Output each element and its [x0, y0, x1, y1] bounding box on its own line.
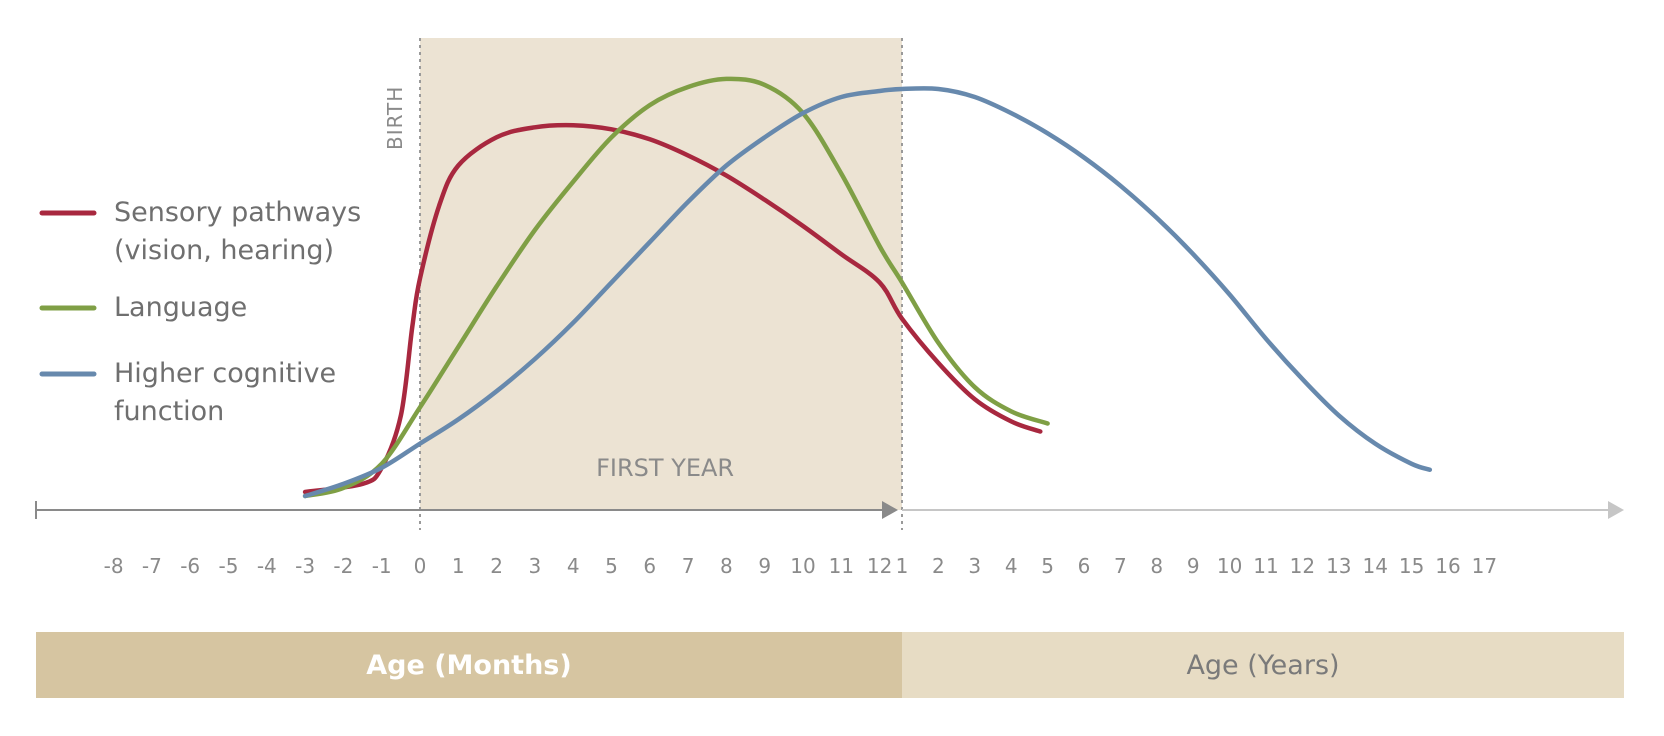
month-tick-label: 7: [682, 554, 695, 578]
legend-label-sensory: (vision, hearing): [114, 235, 334, 266]
years-arrow-icon: [1608, 501, 1624, 519]
year-tick-label: 6: [1078, 554, 1091, 578]
year-tick-label: 10: [1217, 554, 1242, 578]
month-tick-label: 4: [567, 554, 580, 578]
year-tick-label: 2: [932, 554, 945, 578]
month-tick-label: -4: [257, 554, 277, 578]
year-tick-label: 1: [896, 554, 909, 578]
year-tick-label: 15: [1399, 554, 1424, 578]
month-tick-label: 3: [529, 554, 542, 578]
month-tick-label: 2: [490, 554, 503, 578]
month-tick-label: 8: [720, 554, 733, 578]
year-tick-label: 8: [1150, 554, 1163, 578]
first-year-shading: [420, 38, 902, 510]
year-tick-label: 4: [1005, 554, 1018, 578]
series-line-sensory: [302, 122, 1043, 495]
month-tick-label: 9: [758, 554, 771, 578]
month-tick-label: 6: [643, 554, 656, 578]
month-tick-label: 5: [605, 554, 618, 578]
series-lines: [302, 76, 1433, 499]
month-tick-label: 11: [829, 554, 854, 578]
year-tick-label: 9: [1187, 554, 1200, 578]
year-tick-label: 13: [1326, 554, 1351, 578]
year-tick-label: 17: [1472, 554, 1497, 578]
series-line-cognitive: [302, 86, 1433, 499]
month-tick-label: 10: [790, 554, 815, 578]
year-tick-label: 7: [1114, 554, 1127, 578]
legend: Sensory pathways (vision, hearing) Languag…: [39, 197, 361, 427]
month-tick-label: -8: [104, 554, 124, 578]
years-band: [902, 632, 1624, 698]
month-tick-label: -5: [219, 554, 239, 578]
month-tick-label: 12: [867, 554, 892, 578]
years-band-label: Age (Years): [1186, 650, 1339, 681]
month-tick-label: -3: [295, 554, 315, 578]
year-tick-label: 16: [1435, 554, 1460, 578]
month-tick-label: -1: [372, 554, 392, 578]
tick-labels: -8 -7 -6 -5 -4 -3 -2 -1 0 1 2 3 4 5 6 7 8 9 10 11 12 1 2 3 4 5 6 7 8…: [104, 554, 1498, 578]
x-axis: [35, 501, 1624, 519]
month-tick-label: -2: [333, 554, 353, 578]
legend-label-sensory: Sensory pathways: [114, 197, 361, 228]
legend-label-cognitive: Higher cognitive: [114, 358, 336, 389]
year-tick-label: 3: [968, 554, 981, 578]
birth-label: BIRTH: [383, 86, 407, 150]
series-line-language: [302, 76, 1050, 499]
month-tick-label: -7: [142, 554, 162, 578]
month-tick-label: 1: [452, 554, 465, 578]
year-tick-label: 11: [1253, 554, 1278, 578]
months-band-label: Age (Months): [366, 650, 571, 681]
legend-label-cognitive: function: [114, 396, 224, 427]
month-tick-label: -6: [180, 554, 200, 578]
months-band: [36, 632, 902, 698]
month-tick-label: 0: [414, 554, 427, 578]
year-tick-label: 14: [1362, 554, 1387, 578]
first-year-label: FIRST YEAR: [596, 454, 734, 482]
year-tick-label: 12: [1290, 554, 1315, 578]
months-arrow-icon: [882, 501, 898, 519]
legend-label-language: Language: [114, 292, 247, 323]
year-tick-label: 5: [1041, 554, 1054, 578]
